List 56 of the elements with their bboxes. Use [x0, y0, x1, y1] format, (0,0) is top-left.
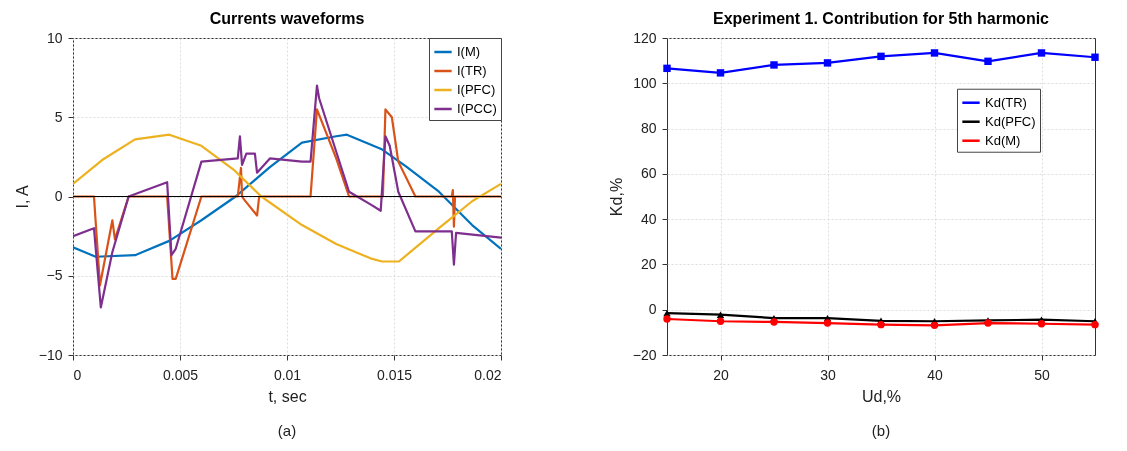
- point: [770, 61, 778, 69]
- legend-label: I(M): [457, 44, 481, 59]
- y-tick-label: 80: [640, 120, 657, 137]
- point: [1037, 320, 1046, 328]
- legend-label: I(TR): [457, 63, 487, 78]
- legend-label: Kd(M): [985, 132, 1021, 148]
- point: [823, 319, 832, 327]
- chart-title: Experiment 1. Contribution for 5th harmonic: [712, 10, 1050, 27]
- y-tick-label: −5: [46, 267, 63, 284]
- text: (b): [871, 422, 891, 439]
- point: [877, 52, 885, 61]
- point: [984, 57, 992, 66]
- y-tick-label: 20: [640, 255, 657, 272]
- point: [1091, 320, 1099, 329]
- point: [716, 69, 725, 77]
- point: [663, 315, 671, 323]
- point: [716, 311, 725, 318]
- x-tick-label: 0.02: [474, 366, 502, 383]
- point: [1037, 49, 1046, 57]
- legend-label: Kd(PFC): [985, 113, 1036, 129]
- x-axis-title: t, sec: [268, 387, 307, 405]
- point: [877, 320, 885, 329]
- point: [770, 318, 778, 326]
- x-tick-label: 20: [713, 366, 729, 383]
- legend-label: I(PCC): [457, 101, 497, 116]
- x-tick-label: 0.015: [376, 366, 413, 383]
- text: (a): [277, 422, 297, 439]
- y-axis-title: I, A: [13, 185, 31, 209]
- y-tick-label: −20: [632, 346, 657, 363]
- x-tick-label: 50: [1034, 366, 1050, 383]
- y-tick-label: 60: [640, 165, 657, 182]
- y-tick-label: 120: [633, 29, 657, 46]
- y-tick-label: −10: [38, 346, 63, 363]
- point: [823, 59, 832, 67]
- y-tick-label: 5: [54, 108, 63, 125]
- legend-label: Kd(TR): [985, 94, 1027, 110]
- point: [1091, 53, 1099, 61]
- point: [930, 49, 939, 57]
- x-tick-label: 0.01: [273, 366, 302, 383]
- point: [663, 64, 671, 73]
- point: [930, 321, 939, 330]
- y-tick-label: 0: [54, 188, 63, 204]
- x-tick-label: 0: [73, 366, 82, 383]
- x-tick-label: 0.005: [162, 366, 199, 383]
- line-series: [73, 84, 501, 309]
- y-tick-label: 10: [46, 29, 63, 46]
- point: [716, 317, 725, 325]
- y-tick-label: 100: [633, 74, 657, 91]
- legend-label: I(PFC): [457, 82, 496, 97]
- x-axis-title: Ud,%: [861, 387, 902, 405]
- y-tick-label: 0: [648, 301, 657, 318]
- y-tick-label: 40: [640, 210, 657, 227]
- chart-title: Currents waveforms: [209, 10, 365, 27]
- y-axis-title: Kd,%: [607, 177, 625, 217]
- x-tick-label: 30: [820, 366, 836, 383]
- x-tick-label: 40: [927, 366, 943, 383]
